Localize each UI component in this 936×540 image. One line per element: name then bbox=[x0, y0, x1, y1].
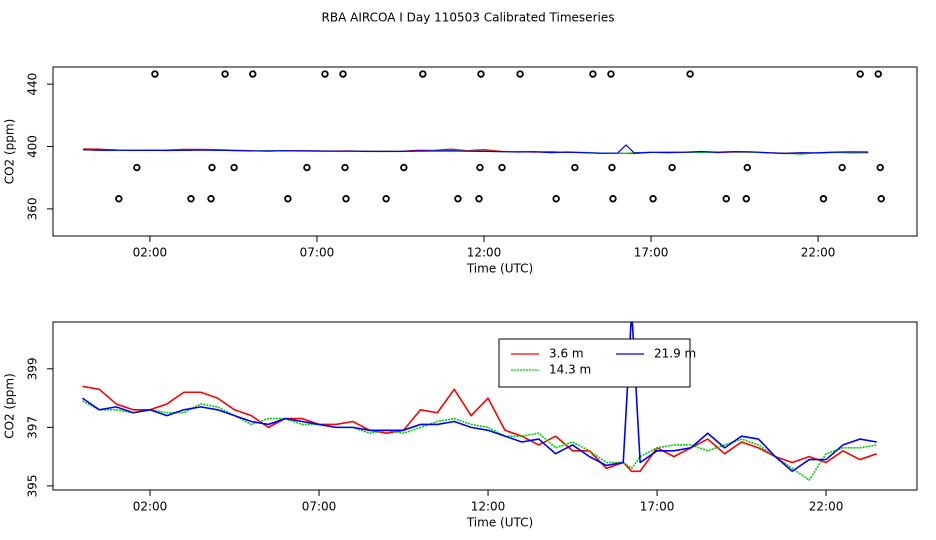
legend-label: 21.9 m bbox=[654, 347, 696, 361]
y-tick-label: 395 bbox=[26, 474, 40, 497]
series-line bbox=[82, 400, 877, 481]
legend-box bbox=[498, 338, 691, 388]
flag-point bbox=[115, 195, 123, 203]
flag-point bbox=[516, 70, 524, 78]
flag-point bbox=[230, 163, 238, 172]
flag-point bbox=[686, 70, 694, 78]
flag-point bbox=[838, 163, 846, 172]
flag-point bbox=[552, 195, 560, 203]
legend-label: 14.3 m bbox=[549, 363, 591, 377]
flag-point bbox=[419, 70, 427, 78]
flag-point bbox=[151, 70, 159, 78]
flag-point bbox=[475, 195, 483, 203]
flag-point bbox=[208, 163, 216, 172]
flag-point bbox=[877, 195, 885, 203]
y-tick-label: 360 bbox=[26, 197, 40, 220]
plot-area bbox=[83, 70, 885, 203]
flag-point bbox=[341, 163, 349, 172]
legend: 3.6 m 14.3 m 21.9 m bbox=[498, 338, 696, 388]
y-tick-label: 400 bbox=[26, 135, 40, 158]
x-tick-label: 22:00 bbox=[801, 246, 836, 260]
flag-point bbox=[668, 163, 676, 172]
flag-point bbox=[400, 163, 408, 172]
flag-point bbox=[321, 70, 329, 78]
flag-point bbox=[303, 163, 311, 172]
flag-point bbox=[609, 195, 617, 203]
figure-title: RBA AIRCOA I Day 110503 Calibrated Times… bbox=[322, 11, 615, 25]
flag-point bbox=[819, 195, 828, 203]
flag-point bbox=[743, 163, 751, 172]
y-tick-label: 440 bbox=[26, 73, 40, 96]
flag-point bbox=[876, 163, 884, 172]
plot-frame bbox=[52, 66, 918, 237]
flag-point bbox=[207, 195, 215, 203]
x-tick-label: 07:00 bbox=[302, 500, 337, 514]
x-tick-label: 12:00 bbox=[467, 246, 502, 260]
x-tick-label: 22:00 bbox=[809, 500, 844, 514]
flag-point bbox=[607, 70, 615, 78]
x-tick-label: 02:00 bbox=[133, 246, 168, 260]
y-tick-label: 399 bbox=[26, 357, 40, 380]
flag-point bbox=[249, 70, 257, 78]
flag-point bbox=[339, 70, 347, 78]
flag-point bbox=[187, 195, 195, 203]
flag-point bbox=[856, 70, 864, 78]
y-axis-label: CO2 (ppm) bbox=[3, 119, 17, 185]
flag-point bbox=[133, 163, 141, 172]
x-tick-label: 12:00 bbox=[471, 500, 506, 514]
flag-point bbox=[722, 195, 730, 203]
flag-point bbox=[742, 195, 750, 203]
flag-point bbox=[454, 195, 462, 203]
flag-point bbox=[589, 70, 597, 78]
flag-point bbox=[608, 163, 616, 172]
series-line bbox=[81, 322, 877, 473]
x-tick-label: 07:00 bbox=[300, 246, 335, 260]
plot-frame bbox=[52, 321, 918, 491]
x-tick-label: 17:00 bbox=[634, 246, 669, 260]
y-axis-label: CO2 (ppm) bbox=[3, 373, 17, 439]
legend-label: 3.6 m bbox=[549, 347, 584, 361]
flag-point bbox=[382, 195, 390, 203]
flag-point bbox=[477, 70, 485, 78]
x-axis-label: Time (UTC) bbox=[466, 262, 533, 276]
plot-area bbox=[81, 322, 878, 481]
flag-point bbox=[342, 195, 350, 203]
flag-point bbox=[284, 195, 292, 203]
flag-point bbox=[874, 70, 882, 78]
flag-point bbox=[571, 163, 579, 172]
x-axis-label: Time (UTC) bbox=[466, 516, 533, 530]
x-tick-label: 17:00 bbox=[640, 500, 675, 514]
flag-point bbox=[498, 163, 506, 172]
x-tick-label: 02:00 bbox=[133, 500, 168, 514]
series-line bbox=[83, 144, 869, 155]
series-line bbox=[82, 385, 878, 473]
flag-point bbox=[476, 163, 484, 172]
flag-point bbox=[649, 195, 657, 203]
flag-point bbox=[221, 70, 229, 78]
y-tick-label: 397 bbox=[26, 416, 40, 439]
